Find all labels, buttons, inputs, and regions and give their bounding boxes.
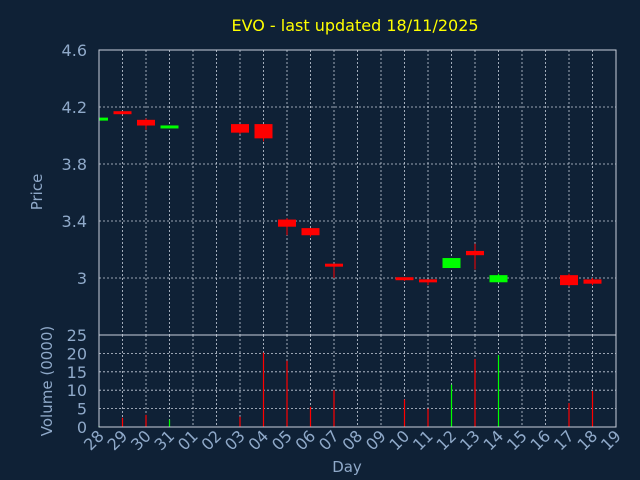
day-x-ticks: 2829303101020304050607080910111213141516… [80,426,625,454]
price-y-tick-label: 4.6 [62,41,87,60]
volume-plot-frame [98,334,617,428]
price-y-ticks: 4.6 4.2 3.8 3.4 3 [62,41,87,288]
candle-body [254,124,273,139]
volume-y-tick-label: 0 [77,418,87,437]
candle-body [301,228,320,236]
x-axis-label: Day [332,458,362,476]
volume-y-tick-label: 5 [77,400,87,419]
volume-axis-label: Volume (0000) [38,326,56,436]
candle-body [419,279,437,283]
volume-y-tick-label: 25 [67,326,87,345]
price-plot-frame [98,49,617,336]
volume-y-tick-label: 20 [67,344,87,363]
price-y-tick-label: 3.4 [62,212,87,231]
volume-y-tick-label: 15 [67,363,87,382]
candle-body [99,117,108,121]
price-y-tick-label: 3.8 [62,155,87,174]
chart-title: EVO - last updated 18/11/2025 [231,16,478,35]
candle-body [113,111,132,115]
price-axis-label: Price [28,174,46,211]
candle-body [325,263,343,267]
price-y-tick-label: 3 [77,269,87,288]
candle-body [583,279,602,284]
candle-body [137,119,155,126]
price-y-tick-label: 4.2 [62,98,87,117]
candle-body [278,219,296,227]
candle-body [231,124,249,133]
candle-body [160,125,179,129]
candle-body [395,277,414,281]
volume-bars [98,352,594,427]
price-candles [98,111,602,287]
candle-body [560,275,578,286]
candle-body [489,275,508,283]
x-tick-label: 19 [597,426,625,454]
candle-body [466,250,484,256]
volume-y-tick-label: 10 [67,381,87,400]
candle-body [442,258,461,269]
price-grid [98,49,617,335]
plot-frames [98,49,617,428]
volume-grid [98,334,617,428]
